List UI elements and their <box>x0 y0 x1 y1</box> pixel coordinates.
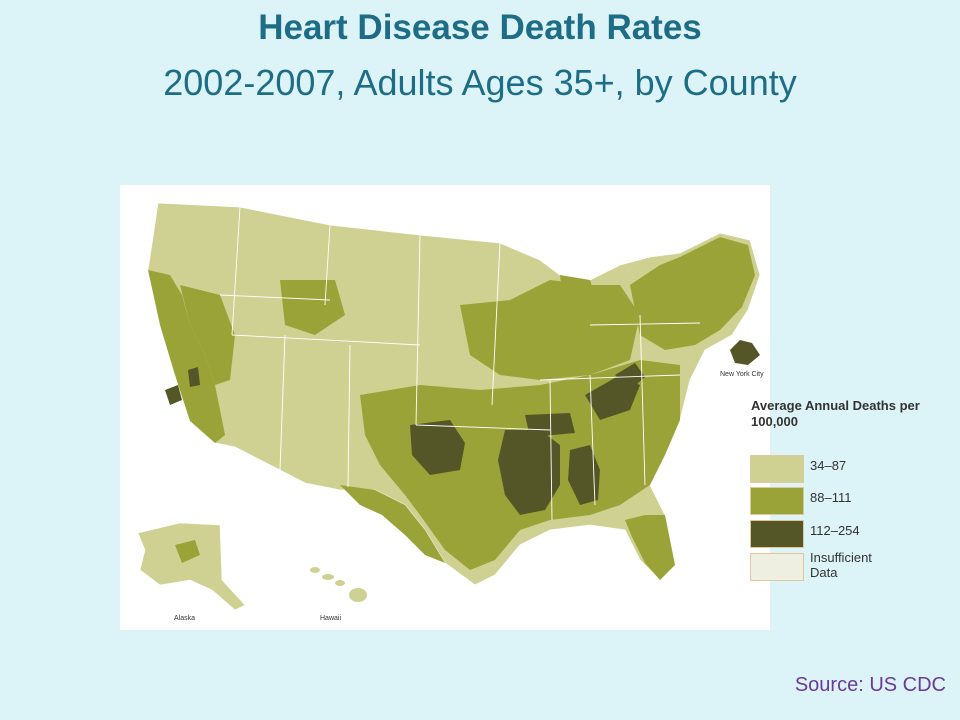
state-borders <box>219 206 701 521</box>
alaska-inset <box>137 522 246 611</box>
region-mid-florida <box>625 515 675 580</box>
region-high-alabama <box>568 445 600 505</box>
legend-swatch-high <box>750 520 804 548</box>
legend-label-insufficient: Insufficient Data <box>810 550 872 580</box>
source-credit: Source: US CDC <box>794 674 946 696</box>
map-panel: Alaska Hawaii New York City <box>120 185 770 630</box>
legend-label-high: 112–254 <box>810 523 860 538</box>
legend-swatch-mid <box>750 487 804 515</box>
us-county-map <box>137 202 761 611</box>
legend-swatch-insufficient <box>750 553 804 581</box>
region-high-nevada <box>188 367 200 387</box>
region-mid-montana-patch <box>280 280 345 335</box>
region-high-socal <box>165 385 182 405</box>
hawaii-inset <box>310 567 367 602</box>
legend-swatch-low <box>750 455 804 483</box>
nyc-label: New York City <box>720 371 764 378</box>
region-high-oklahoma <box>410 420 465 475</box>
region-mid-northeast <box>630 237 755 350</box>
region-high-tennessee <box>525 413 575 437</box>
region-mid-west-coast <box>148 270 225 443</box>
region-high-lower-mississippi <box>498 430 560 515</box>
map-subtitle: 2002-2007, Adults Ages 35+, by County <box>163 62 797 103</box>
region-mid-nevada <box>180 285 235 385</box>
nyc-inset <box>730 340 760 365</box>
region-mid-michigan <box>560 275 600 335</box>
region-mid-texas <box>340 485 445 563</box>
alaska-label: Alaska <box>174 615 196 622</box>
alaska-mid-patch <box>175 540 200 563</box>
map-title: Heart Disease Death Rates <box>258 8 702 47</box>
hawaii-label: Hawaii <box>320 615 342 622</box>
legend-label-low: 34–87 <box>810 458 847 473</box>
legend-label-mid: 88–111 <box>810 490 852 505</box>
legend-title: Average Annual Deaths per 100,000 <box>751 398 920 429</box>
